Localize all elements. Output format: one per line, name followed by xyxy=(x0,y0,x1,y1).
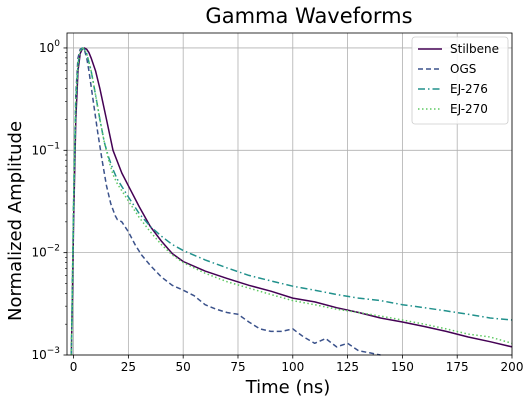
x-tick-label: 150 xyxy=(391,360,414,374)
legend: Stilbene OGS EJ-276 EJ-270 xyxy=(411,36,509,125)
y-tick-label: 10−3 xyxy=(31,346,60,362)
series-line-ogs xyxy=(70,47,381,356)
x-tick-label: 200 xyxy=(501,360,524,374)
series-line-ej-276 xyxy=(70,47,513,356)
x-axis-label: Time (ns) xyxy=(245,377,331,398)
y-tick-label: 10−2 xyxy=(31,244,60,260)
x-tick-label: 25 xyxy=(121,360,136,374)
x-tick-label: 100 xyxy=(281,360,304,374)
chart-title: Gamma Waveforms xyxy=(205,4,412,28)
x-tick-label: 50 xyxy=(176,360,191,374)
legend-box xyxy=(411,36,509,125)
series-line-stilbene xyxy=(70,47,513,356)
x-tick-label: 75 xyxy=(230,360,245,374)
x-tick-label: 0 xyxy=(70,360,78,374)
series-line-ej-270 xyxy=(70,47,513,356)
y-tick-label: 10−1 xyxy=(31,141,60,157)
axis-ticks: 0 25 50 75 100 125 150 175 200 10−3 10−2 10−1 100 xyxy=(31,39,523,374)
legend-label: OGS xyxy=(450,62,476,76)
x-tick-label: 175 xyxy=(446,360,469,374)
x-tick-label: 125 xyxy=(336,360,359,374)
series-lines xyxy=(70,47,513,356)
plot-frame xyxy=(66,32,513,356)
legend-label: EJ-276 xyxy=(450,82,488,96)
y-tick-label: 100 xyxy=(39,39,60,55)
legend-label: EJ-270 xyxy=(450,102,488,116)
legend-label: Stilbene xyxy=(450,42,499,56)
y-axis-label: Normalized Amplitude xyxy=(5,121,26,321)
